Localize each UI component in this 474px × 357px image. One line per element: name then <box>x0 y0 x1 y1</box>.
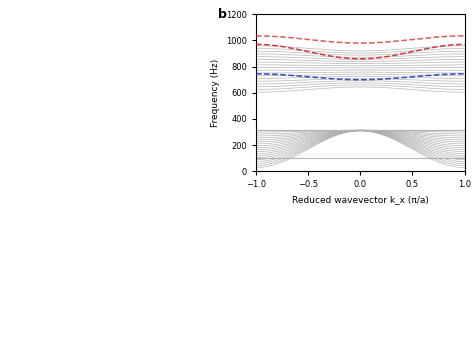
Y-axis label: Frequency (Hz): Frequency (Hz) <box>211 59 220 127</box>
X-axis label: Reduced wavevector k_x (π/a): Reduced wavevector k_x (π/a) <box>292 195 428 204</box>
Text: b: b <box>219 8 228 21</box>
